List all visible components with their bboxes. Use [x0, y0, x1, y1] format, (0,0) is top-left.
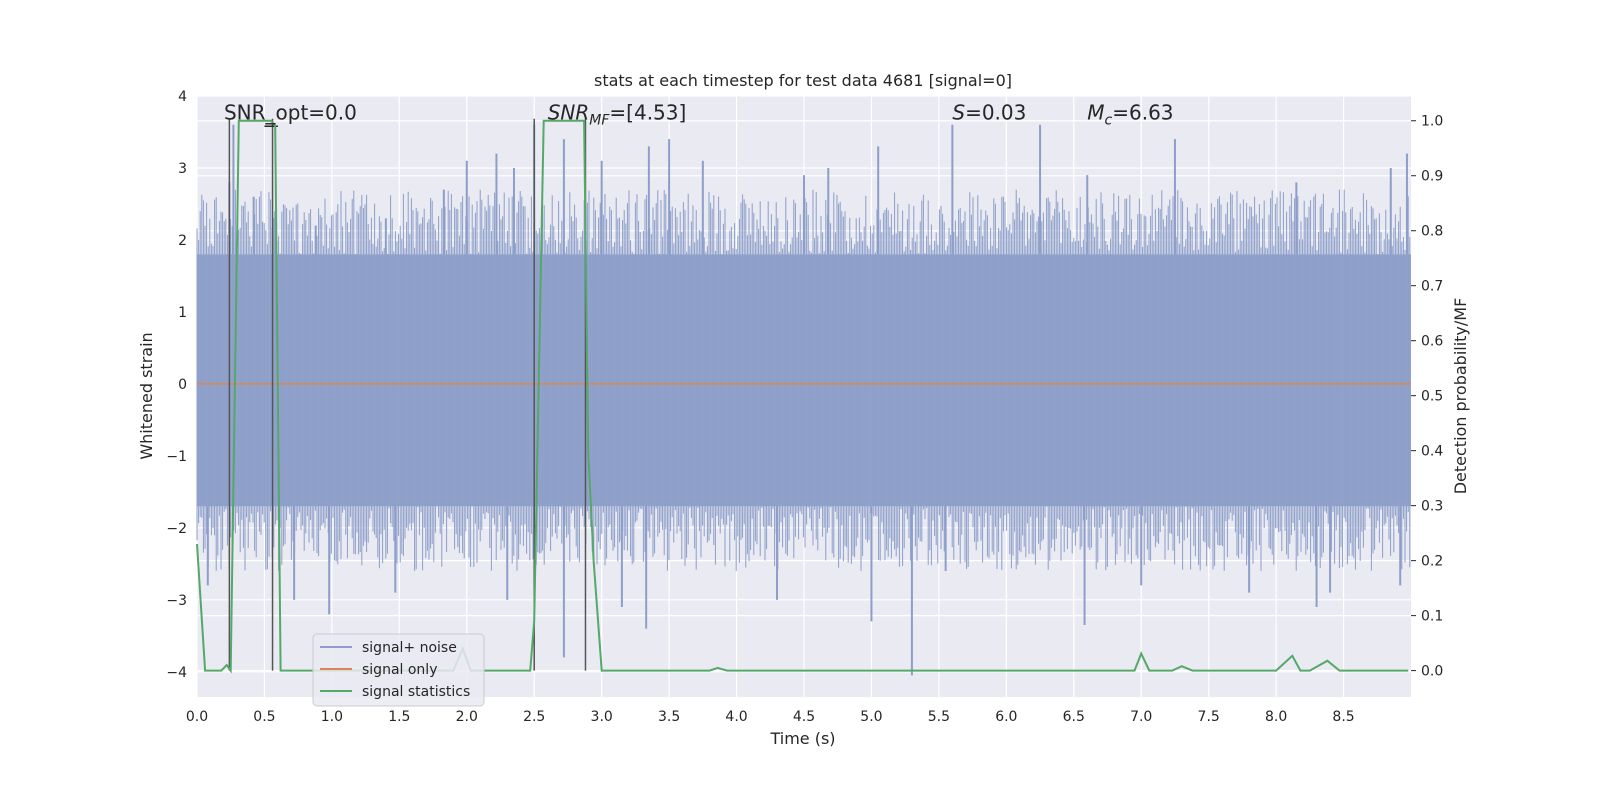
x-tick-label: 0.5 — [253, 709, 275, 725]
x-tick-label: 4.5 — [793, 709, 815, 725]
y-right-tick-label: 0.4 — [1421, 444, 1443, 460]
legend-box — [312, 633, 485, 707]
y-left-tick-label: 4 — [178, 89, 187, 105]
x-tick-label: 6.5 — [1063, 709, 1085, 725]
y-right-tick-label: 0.2 — [1421, 554, 1443, 570]
y-left-tick-label: −4 — [166, 665, 187, 681]
x-tick-label: 0.0 — [186, 709, 208, 725]
y-left-tick-label: 0 — [178, 377, 187, 393]
annotation-label: S=0.03 — [952, 101, 1026, 125]
series-signal-statistics — [196, 119, 1409, 674]
x-tick-label: 5.0 — [860, 709, 882, 725]
x-tick-label: 6.0 — [995, 709, 1017, 725]
legend-entry: signal statistics — [362, 684, 470, 700]
legend-entry: signal only — [362, 662, 437, 678]
x-tick-label: 3.5 — [658, 709, 680, 725]
y-left-tick-label: −3 — [166, 593, 187, 609]
x-tick-label: 2.5 — [523, 709, 545, 725]
y-right-tick-label: 0.5 — [1421, 389, 1443, 405]
x-tick-label: 1.0 — [321, 709, 343, 725]
chart-title: stats at each timestep for test data 468… — [594, 71, 1012, 90]
y-right-tick-label: 0.8 — [1421, 224, 1443, 240]
y-right-tick-label: 0.3 — [1421, 499, 1443, 515]
annotation-label: Mc=6.63 — [1087, 101, 1173, 129]
x-tick-label: 4.0 — [725, 709, 747, 725]
y-left-tick-label: 1 — [178, 305, 187, 321]
legend-entry: signal+ noise — [362, 640, 457, 656]
x-axis-label: Time (s) — [769, 729, 835, 748]
y-right-tick-label: 0.9 — [1421, 169, 1443, 185]
y-right-tick-label: 0.7 — [1421, 279, 1443, 295]
annotation-label: SNR_opt=0.0 — [224, 101, 357, 125]
annotations: SNR_opt=0.0 SNRMF=[4.53] S=0.03 Mc=6.63 — [224, 101, 1174, 129]
x-tick-label: 3.0 — [591, 709, 613, 725]
x-tick-label: 1.5 — [388, 709, 410, 725]
y-axis-left-label: Whitened strain — [137, 332, 156, 459]
y-left-tick-label: −2 — [166, 521, 187, 537]
y-left-tick-label: 2 — [178, 233, 187, 249]
y-axis-left-ticks: 4 3 2 1 0 −1 −2 −3 −4 — [166, 89, 187, 681]
y-right-tick-label: 0.0 — [1421, 664, 1443, 680]
x-tick-label: 7.0 — [1130, 709, 1152, 725]
x-tick-label: 5.5 — [928, 709, 950, 725]
annotation-label: SNRMF=[4.53] — [548, 101, 687, 129]
y-right-tick-label: 0.6 — [1421, 334, 1443, 350]
y-axis-right-ticks: 1.0 0.9 0.8 0.7 0.6 0.5 0.4 0.3 0.2 0.1 0.0 — [1411, 114, 1443, 680]
y-left-tick-label: −1 — [166, 449, 187, 465]
y-axis-right-label: Detection probability/MF — [1451, 298, 1470, 495]
x-tick-label: 8.5 — [1332, 709, 1354, 725]
y-right-tick-label: 1.0 — [1421, 114, 1443, 130]
x-tick-label: 8.0 — [1265, 709, 1287, 725]
series-signal-noise — [196, 124, 1411, 676]
x-axis-ticks: 0.0 0.5 1.0 1.5 2.0 2.5 3.0 3.5 4.0 4.5 5.0 5.5 6.0 6… — [186, 709, 1355, 725]
y-left-tick-label: 3 — [178, 161, 187, 177]
legend: signal+ noise signal only signal statistic… — [312, 633, 485, 707]
x-tick-label: 7.5 — [1198, 709, 1220, 725]
y-right-tick-label: 0.1 — [1421, 609, 1443, 625]
x-tick-label: 2.0 — [456, 709, 478, 725]
